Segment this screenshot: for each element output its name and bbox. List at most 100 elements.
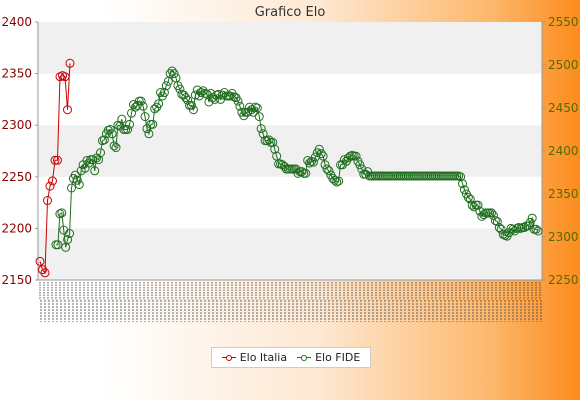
x-axis-labels <box>39 282 542 322</box>
elo-fide-point <box>494 223 504 233</box>
series-elo-italia <box>35 58 75 278</box>
elo-fide-point <box>187 100 197 110</box>
elo-fide-point <box>169 69 179 79</box>
elo-italia-point <box>45 181 55 191</box>
elo-fide-point <box>235 101 245 111</box>
elo-fide-point <box>334 176 344 186</box>
elo-fide-point <box>233 96 243 106</box>
elo-fide-point <box>303 155 313 165</box>
elo-fide-point <box>165 69 175 79</box>
elo-fide-point <box>111 143 121 153</box>
elo-fide-point <box>109 141 119 151</box>
elo-fide-point <box>458 179 468 189</box>
elo-fide-point <box>456 172 466 182</box>
left-axis: 2150 2200 2250 2300 2350 2400 <box>1 15 38 287</box>
elo-fide-point <box>66 183 76 193</box>
elo-fide-point <box>252 103 262 113</box>
elo-fide-point <box>463 192 473 202</box>
left-tick-label: 2150 <box>1 273 32 287</box>
elo-italia-point <box>40 268 50 278</box>
right-tick-label: 2450 <box>548 101 579 115</box>
left-tick-label: 2400 <box>1 15 32 29</box>
elo-fide-point <box>96 148 106 158</box>
elo-fide-point <box>148 119 158 129</box>
elo-fide-point <box>330 175 340 185</box>
elo-fide-point <box>90 166 100 176</box>
elo-fide-point <box>94 155 104 165</box>
elo-fide-point <box>188 105 198 115</box>
elo-fide-point <box>154 99 164 109</box>
grid-band <box>38 22 542 74</box>
elo-italia-point <box>50 155 60 165</box>
elo-fide-point <box>268 137 278 147</box>
elo-fide-line <box>56 70 539 248</box>
elo-italia-point <box>53 155 62 165</box>
elo-fide-point <box>527 213 537 223</box>
elo-fide-point <box>525 217 535 227</box>
elo-fide-point <box>459 185 469 195</box>
elo-fide-point <box>258 129 268 139</box>
elo-fide-point <box>159 88 169 98</box>
grid-band <box>38 228 542 280</box>
elo-fide-point <box>123 125 133 134</box>
elo-fide-point <box>467 200 477 210</box>
elo-italia-point <box>48 176 57 186</box>
elo-fide-point <box>473 200 483 210</box>
elo-fide-point <box>355 160 365 170</box>
elo-fide-point <box>82 155 92 165</box>
left-tick-label: 2200 <box>1 221 32 235</box>
right-tick-label: 2350 <box>548 187 579 201</box>
legend-label-fide: Elo FIDE <box>315 351 361 364</box>
right-tick-label: 2550 <box>548 15 579 29</box>
right-tick-label: 2500 <box>548 58 579 72</box>
elo-fide-point <box>125 119 135 129</box>
elo-fide-point <box>533 226 543 236</box>
elo-fide-point <box>107 129 117 139</box>
elo-italia-point <box>60 72 70 82</box>
elo-italia-point <box>65 58 75 68</box>
plot-bands <box>37 22 543 281</box>
series-elo-fide <box>51 66 543 252</box>
elo-italia-point <box>63 105 72 115</box>
elo-fide-point <box>465 194 475 204</box>
right-axis: 2250 2300 2350 2400 2450 2500 2550 <box>542 15 579 287</box>
elo-fide-point <box>487 208 497 218</box>
elo-fide-point <box>70 170 80 180</box>
left-tick-label: 2250 <box>1 170 32 184</box>
elo-fide-point <box>144 129 154 139</box>
elo-fide-point <box>531 224 541 234</box>
elo-fide-point <box>167 66 177 76</box>
elo-fide-point <box>138 101 148 111</box>
legend-item-elo-italia: Elo Italia <box>221 351 288 364</box>
legend-marker-italia <box>221 354 236 362</box>
elo-fide-point <box>105 125 115 134</box>
legend-label-italia: Elo Italia <box>239 351 288 364</box>
elo-fide-point <box>181 93 191 103</box>
elo-fide-point <box>190 90 200 100</box>
elo-fide-point <box>140 112 150 122</box>
elo-fide-point <box>351 151 361 161</box>
elo-italia-point <box>38 265 47 275</box>
elo-fide-point <box>99 135 109 145</box>
elo-fide-point <box>301 168 311 178</box>
elo-fide-point <box>74 180 84 190</box>
legend: Elo Italia Elo FIDE <box>211 347 371 368</box>
elo-fide-point <box>57 208 67 218</box>
elo-italia-point <box>43 196 52 206</box>
right-tick-label: 2300 <box>548 230 579 244</box>
legend-marker-fide <box>297 354 312 362</box>
elo-italia-point <box>35 256 45 266</box>
elo-fide-point <box>270 144 280 154</box>
elo-fide-point <box>161 81 171 91</box>
elo-fide-point <box>492 217 502 227</box>
elo-fide-point <box>256 124 266 134</box>
elo-fide-point <box>324 166 334 176</box>
elo-fide-point <box>196 88 206 98</box>
elo-fide-point <box>316 149 326 159</box>
elo-fide-point <box>63 235 73 245</box>
elo-fide-point <box>318 151 328 161</box>
elo-fide-point <box>53 240 63 250</box>
elo-fide-point <box>117 114 127 124</box>
